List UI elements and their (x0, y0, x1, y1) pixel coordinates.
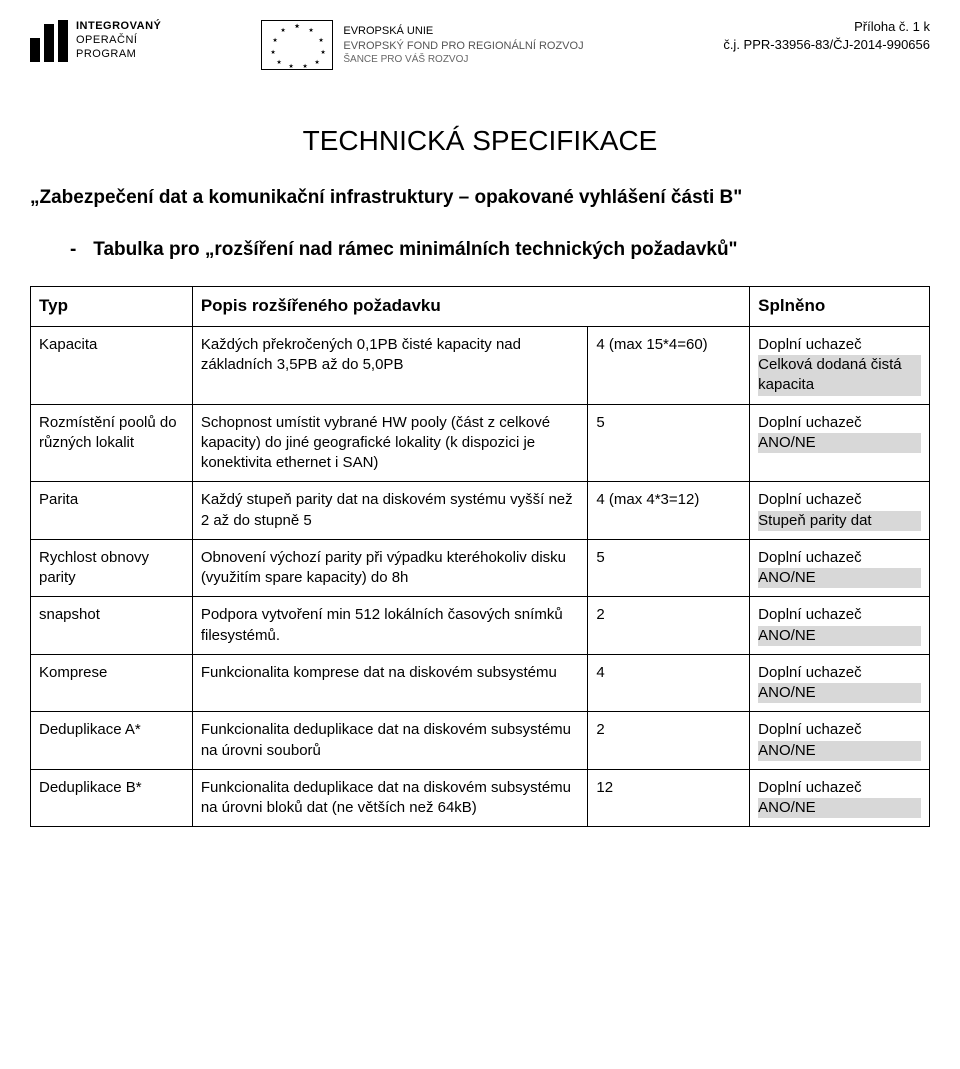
splneno-line-a: Doplní uchazeč (758, 413, 921, 433)
cell-body: 4 (max 4*3=12) (588, 482, 750, 540)
cell-body: 4 (max 15*4=60) (588, 326, 750, 404)
cell-popis: Podpora vytvoření min 512 lokálních časo… (192, 597, 588, 655)
annex-line2: č.j. PPR-33956-83/ČJ-2014-990656 (723, 36, 930, 54)
splneno-line-b: ANO/NE (758, 626, 921, 646)
cell-body: 5 (588, 404, 750, 482)
splneno-line-a: Doplní uchazeč (758, 335, 921, 355)
iop-line1: INTEGROVANÝ (76, 20, 161, 34)
splneno-line-a: Doplní uchazeč (758, 605, 921, 625)
col-typ: Typ (31, 287, 193, 327)
splneno-line-b: ANO/NE (758, 568, 921, 588)
table-row: KapacitaKaždých překročených 0,1PB čisté… (31, 326, 930, 404)
spec-table: Typ Popis rozšířeného požadavku Splněno … (30, 286, 930, 827)
cell-splneno: Doplní uchazečANO/NE (750, 597, 930, 655)
annex-line1: Příloha č. 1 k (723, 18, 930, 36)
table-header-row: Typ Popis rozšířeného požadavku Splněno (31, 287, 930, 327)
eu-flag-icon: ★ ★ ★ ★ ★ ★ ★ ★ ★ ★ ★ ★ (261, 20, 333, 70)
cell-body: 12 (588, 769, 750, 827)
eu-line3: ŠANCE PRO VÁŠ ROZVOJ (343, 53, 583, 66)
splneno-line-b: ANO/NE (758, 741, 921, 761)
cell-splneno: Doplní uchazečANO/NE (750, 654, 930, 712)
cell-typ: Parita (31, 482, 193, 540)
splneno-line-b: ANO/NE (758, 433, 921, 453)
cell-body: 2 (588, 597, 750, 655)
cell-popis: Schopnost umístit vybrané HW pooly (část… (192, 404, 588, 482)
cell-splneno: Doplní uchazečANO/NE (750, 712, 930, 770)
cell-popis: Obnovení výchozí parity při výpadku kter… (192, 539, 588, 597)
splneno-line-a: Doplní uchazeč (758, 720, 921, 740)
cell-splneno: Doplní uchazečCelková dodaná čistá kapac… (750, 326, 930, 404)
table-row: KompreseFunkcionalita komprese dat na di… (31, 654, 930, 712)
cell-popis: Funkcionalita deduplikace dat na diskové… (192, 769, 588, 827)
cell-body: 2 (588, 712, 750, 770)
table-row: Rozmístění poolů do různých lokalitSchop… (31, 404, 930, 482)
splneno-line-b: ANO/NE (758, 798, 921, 818)
cell-popis: Funkcionalita komprese dat na diskovém s… (192, 654, 588, 712)
eu-line2: EVROPSKÝ FOND PRO REGIONÁLNÍ ROZVOJ (343, 39, 583, 53)
eu-logo-block: ★ ★ ★ ★ ★ ★ ★ ★ ★ ★ ★ ★ EVROPSKÁ UNIE EV… (261, 20, 583, 70)
cell-typ: Kapacita (31, 326, 193, 404)
col-splneno: Splněno (750, 287, 930, 327)
annex-block: Příloha č. 1 k č.j. PPR-33956-83/ČJ-2014… (723, 18, 930, 54)
splneno-line-a: Doplní uchazeč (758, 778, 921, 798)
cell-body: 4 (588, 654, 750, 712)
cell-splneno: Doplní uchazečANO/NE (750, 769, 930, 827)
cell-splneno: Doplní uchazečStupeň parity dat (750, 482, 930, 540)
splneno-line-b: Celková dodaná čistá kapacita (758, 355, 921, 396)
cell-popis: Funkcionalita deduplikace dat na diskové… (192, 712, 588, 770)
table-row: Deduplikace A*Funkcionalita deduplikace … (31, 712, 930, 770)
col-popis: Popis rozšířeného požadavku (192, 287, 749, 327)
cell-typ: Deduplikace B* (31, 769, 193, 827)
eu-line1: EVROPSKÁ UNIE (343, 24, 583, 38)
cell-splneno: Doplní uchazečANO/NE (750, 539, 930, 597)
eu-text: EVROPSKÁ UNIE EVROPSKÝ FOND PRO REGIONÁL… (343, 24, 583, 66)
document-page: Příloha č. 1 k č.j. PPR-33956-83/ČJ-2014… (0, 0, 960, 1069)
splneno-line-b: ANO/NE (758, 683, 921, 703)
cell-typ: Komprese (31, 654, 193, 712)
iop-text: INTEGROVANÝ OPERAČNÍ PROGRAM (76, 20, 161, 61)
splneno-line-a: Doplní uchazeč (758, 490, 921, 510)
table-intro-label: Tabulka pro „rozšíření nad rámec minimál… (93, 239, 737, 260)
iop-bars-icon (30, 20, 68, 62)
document-title: TECHNICKÁ SPECIFIKACE (30, 125, 930, 157)
table-row: Deduplikace B*Funkcionalita deduplikace … (31, 769, 930, 827)
cell-typ: Rychlost obnovy parity (31, 539, 193, 597)
cell-splneno: Doplní uchazečANO/NE (750, 404, 930, 482)
table-row: ParitaKaždý stupeň parity dat na diskové… (31, 482, 930, 540)
cell-typ: Rozmístění poolů do různých lokalit (31, 404, 193, 482)
cell-popis: Každý stupeň parity dat na diskovém syst… (192, 482, 588, 540)
cell-popis: Každých překročených 0,1PB čisté kapacit… (192, 326, 588, 404)
iop-line3: PROGRAM (76, 48, 161, 62)
splneno-line-a: Doplní uchazeč (758, 663, 921, 683)
cell-body: 5 (588, 539, 750, 597)
table-row: Rychlost obnovy parityObnovení výchozí p… (31, 539, 930, 597)
cell-typ: Deduplikace A* (31, 712, 193, 770)
spec-table-body: Typ Popis rozšířeného požadavku Splněno … (31, 287, 930, 827)
cell-typ: snapshot (31, 597, 193, 655)
table-intro: - Tabulka pro „rozšíření nad rámec minim… (30, 239, 930, 261)
iop-line2: OPERAČNÍ (76, 34, 161, 48)
document-subtitle: „Zabezpečení dat a komunikační infrastru… (30, 187, 930, 209)
splneno-line-a: Doplní uchazeč (758, 548, 921, 568)
table-row: snapshotPodpora vytvoření min 512 lokáln… (31, 597, 930, 655)
dash-bullet-icon: - (70, 239, 88, 261)
splneno-line-b: Stupeň parity dat (758, 511, 921, 531)
iop-logo: INTEGROVANÝ OPERAČNÍ PROGRAM (30, 20, 161, 62)
